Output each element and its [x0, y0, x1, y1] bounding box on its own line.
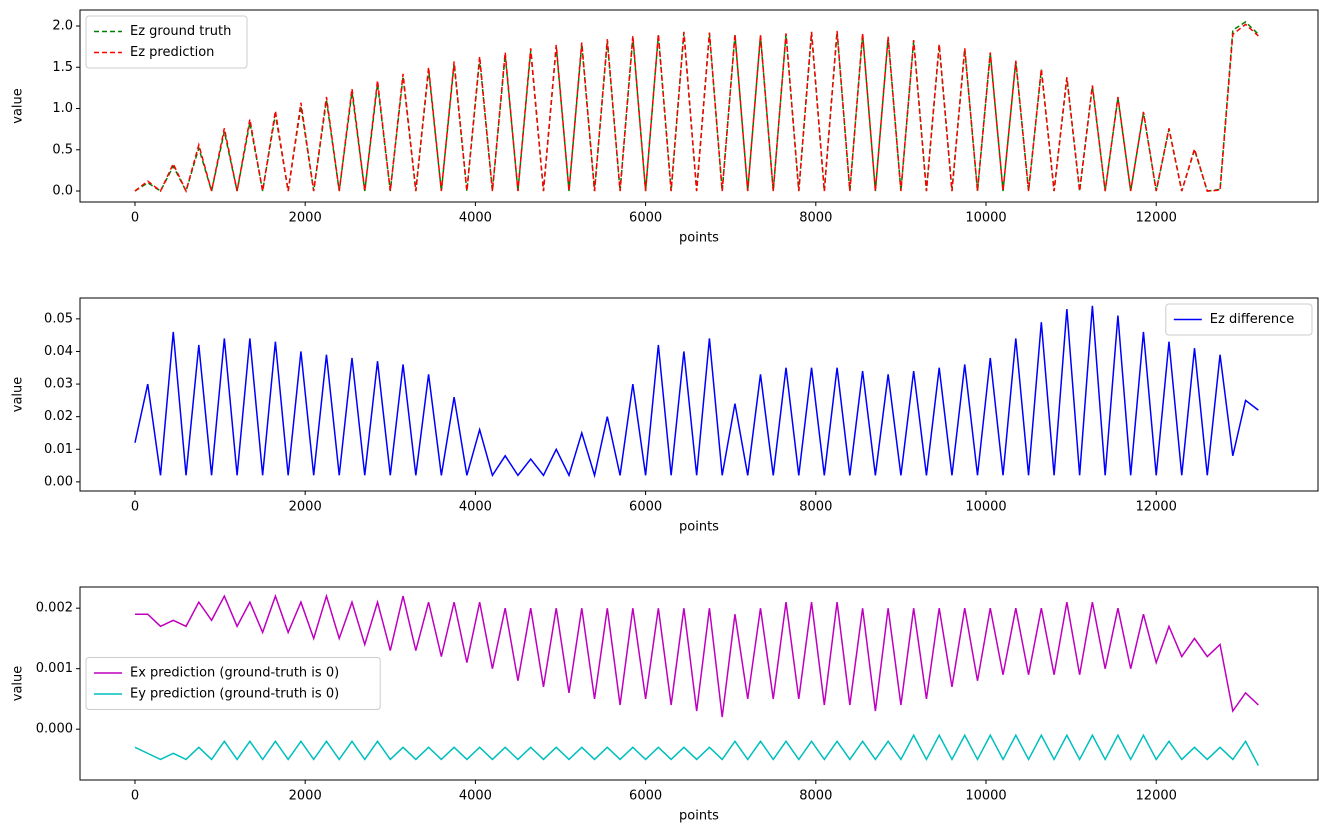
x-tick-label: 6000 [629, 789, 662, 804]
legend-label: Ez ground truth [130, 24, 231, 39]
y-tick-label: 0.000 [36, 722, 73, 737]
x-tick-label: 4000 [459, 789, 492, 804]
legend-box [85, 657, 381, 710]
x-tick-label: 0 [131, 211, 139, 226]
x-tick-label: 10000 [965, 211, 1006, 226]
y-axis-label: value [11, 88, 26, 124]
y-tick-label: 1.5 [52, 60, 73, 75]
y-tick-label: 1.0 [52, 101, 73, 116]
x-tick-label: 10000 [965, 500, 1006, 515]
axes-frame [79, 297, 1319, 492]
legend-label: Ex prediction (ground-truth is 0) [130, 666, 339, 681]
x-tick-label: 8000 [799, 789, 832, 804]
x-axis-label: points [679, 809, 719, 824]
axes-frame [79, 586, 1319, 781]
x-tick-label: 2000 [289, 789, 322, 804]
legend-box [85, 15, 248, 69]
series-line [134, 593, 1259, 718]
y-tick-label: 0.00 [44, 474, 73, 489]
y-axis-label: value [11, 377, 26, 413]
x-tick-label: 12000 [1136, 500, 1177, 515]
x-tick-label: 0 [131, 789, 139, 804]
x-tick-label: 4000 [459, 500, 492, 515]
y-tick-label: 0.05 [44, 311, 73, 326]
y-tick-label: 0.5 [52, 142, 73, 157]
x-tick-label: 0 [131, 500, 139, 515]
y-axis-label: value [11, 666, 26, 702]
axes-frame [79, 9, 1319, 203]
x-tick-label: 2000 [289, 211, 322, 226]
x-axis-label: points [679, 520, 719, 535]
legend-label: Ey prediction (ground-truth is 0) [130, 687, 339, 702]
y-tick-label: 0.03 [44, 377, 73, 392]
x-tick-label: 6000 [629, 211, 662, 226]
y-tick-label: 0.01 [44, 442, 73, 457]
x-tick-label: 6000 [629, 500, 662, 515]
x-tick-label: 8000 [799, 211, 832, 226]
y-tick-label: 0.02 [44, 409, 73, 424]
legend-label: Ez prediction [130, 45, 214, 60]
y-tick-label: 0.04 [44, 344, 73, 359]
x-tick-label: 12000 [1136, 211, 1177, 226]
series-line [134, 733, 1260, 766]
x-tick-label: 4000 [459, 211, 492, 226]
legend-box [1165, 303, 1313, 336]
x-tick-label: 2000 [289, 500, 322, 515]
y-tick-label: 0.002 [36, 601, 73, 616]
series-line [134, 23, 1259, 194]
y-tick-label: 0.0 [52, 184, 73, 199]
x-tick-label: 12000 [1136, 789, 1177, 804]
legend-label: Ez difference [1210, 312, 1294, 327]
x-tick-label: 8000 [799, 500, 832, 515]
x-axis-label: points [679, 231, 719, 246]
y-tick-label: 0.001 [36, 661, 73, 676]
x-tick-label: 10000 [965, 789, 1006, 804]
series-line [134, 305, 1259, 479]
y-tick-label: 2.0 [52, 19, 73, 34]
